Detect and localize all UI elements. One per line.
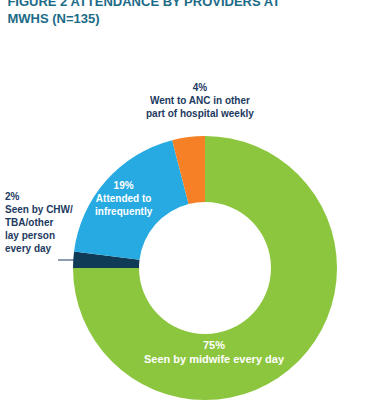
svg-text:FIGURE 2 ATTENDANCE BY PROVIDE: FIGURE 2 ATTENDANCE BY PROVIDERS ATMWHS …	[7, 0, 280, 26]
svg-text:19%Attended toinfrequently: 19%Attended toinfrequently	[95, 180, 153, 217]
svg-text:2%Seen by CHW/TBA/otherlay per: 2%Seen by CHW/TBA/otherlay personevery d…	[5, 191, 73, 254]
svg-text:4%Went to ANC in otherpart of: 4%Went to ANC in otherpart of hospital w…	[146, 82, 254, 119]
svg-text:75%Seen by midwife every day: 75%Seen by midwife every day	[144, 339, 285, 365]
